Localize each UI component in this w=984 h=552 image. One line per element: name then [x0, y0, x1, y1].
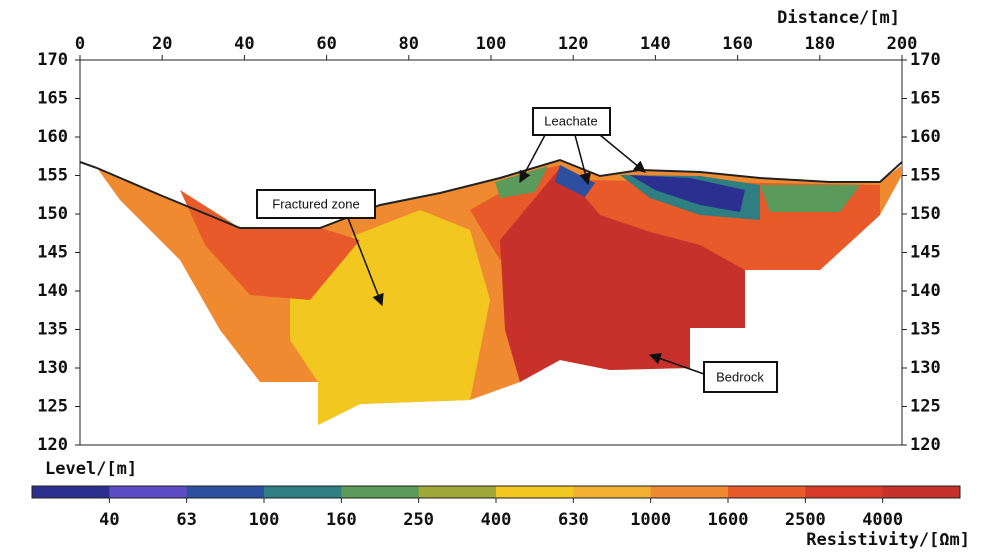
colorbar-tick-label: 40 — [99, 510, 119, 530]
colorbar-swatch — [650, 486, 729, 498]
colorbar-swatch — [496, 486, 574, 498]
y-tick-label: 130 — [37, 358, 68, 378]
arrow — [347, 217, 384, 307]
annotation-box — [703, 361, 778, 393]
y-tick-label: 145 — [910, 243, 941, 263]
annotation-box — [532, 107, 611, 136]
colorbar-tick-label: 630 — [558, 510, 589, 530]
y-tick-label: 140 — [910, 281, 941, 301]
colorbar-tick-label: 2500 — [785, 510, 826, 530]
colorbar-swatch — [32, 486, 110, 498]
resistivity-zone — [180, 190, 360, 300]
y-tick-label: 150 — [910, 204, 941, 224]
annotation: Fractured zone — [272, 196, 359, 211]
y-tick-label: 165 — [910, 89, 941, 109]
x-tick-label: 100 — [476, 34, 507, 54]
colorbar-label: Resistivity/[Ωm] — [806, 530, 970, 550]
annotations: Leachate Fractured zone Bedrock — [256, 107, 778, 393]
annotation: Bedrock — [716, 369, 764, 384]
colorbar-tick-label: 63 — [176, 510, 196, 530]
y-tick-label: 130 — [910, 358, 941, 378]
x-tick-label: 0 — [75, 34, 85, 54]
annotation-box — [256, 189, 376, 219]
colorbar-tick-label: 400 — [481, 510, 512, 530]
x-tick-label: 200 — [887, 34, 918, 54]
arrow — [648, 352, 705, 375]
y-tick-label: 165 — [37, 89, 68, 109]
resistivity-zone — [555, 165, 595, 197]
y-tick-label: 170 — [37, 50, 68, 70]
y-tick-label: 145 — [37, 243, 68, 263]
y-tick-label: 160 — [37, 127, 68, 147]
ground-surface — [79, 158, 903, 229]
x-tick-label: 40 — [234, 34, 254, 54]
y-tick-label: 135 — [37, 320, 68, 340]
colorbar-swatch — [418, 486, 497, 498]
colorbar-tick-label: 1000 — [630, 510, 671, 530]
colorbar-tick-label: 1600 — [708, 510, 749, 530]
colorbar-swatch — [882, 486, 961, 498]
y-tick-label: 160 — [910, 127, 941, 147]
y-tick-label: 170 — [910, 50, 941, 70]
x-tick-label: 20 — [152, 34, 172, 54]
x-axis-label: Distance/[m] — [777, 8, 900, 28]
y-tick-label: 135 — [910, 320, 941, 340]
colorbar-swatch — [805, 486, 884, 498]
y-tick-label: 155 — [37, 166, 68, 186]
resistivity-zone — [630, 175, 745, 212]
y-axis-label: Level/[m] — [45, 459, 137, 479]
colorbar-tick-label: 160 — [326, 510, 357, 530]
y-tick-label: 125 — [910, 397, 941, 417]
colorbar-swatch — [728, 486, 806, 498]
x-tick-label: 80 — [399, 34, 419, 54]
y-tick-label: 125 — [37, 397, 68, 417]
colorbar-tick-label: 4000 — [862, 510, 903, 530]
colorbar-swatch — [341, 486, 420, 498]
colorbar-tick-label: 250 — [403, 510, 434, 530]
colorbar-swatch — [109, 486, 188, 498]
y-tick-label: 140 — [37, 281, 68, 301]
arrow — [519, 134, 546, 184]
colorbar-swatch — [573, 486, 652, 498]
y-tick-label: 120 — [910, 435, 941, 455]
resistivity-zone — [500, 168, 745, 382]
x-tick-label: 180 — [804, 34, 835, 54]
colorbar-swatch — [264, 486, 342, 498]
resistivity-zone — [760, 185, 860, 212]
x-tick-label: 140 — [640, 34, 671, 54]
colorbar-tick-label: 100 — [249, 510, 280, 530]
section — [79, 158, 903, 425]
x-tick-label: 160 — [722, 34, 753, 54]
x-tick-label: 60 — [316, 34, 336, 54]
annotation: Leachate — [544, 113, 598, 128]
arrow — [574, 134, 592, 186]
arrow — [599, 134, 646, 173]
colorbar-swatch — [186, 486, 265, 498]
y-tick-label: 150 — [37, 204, 68, 224]
x-tick-label: 120 — [558, 34, 589, 54]
y-tick-label: 155 — [910, 166, 941, 186]
y-tick-label: 120 — [37, 435, 68, 455]
